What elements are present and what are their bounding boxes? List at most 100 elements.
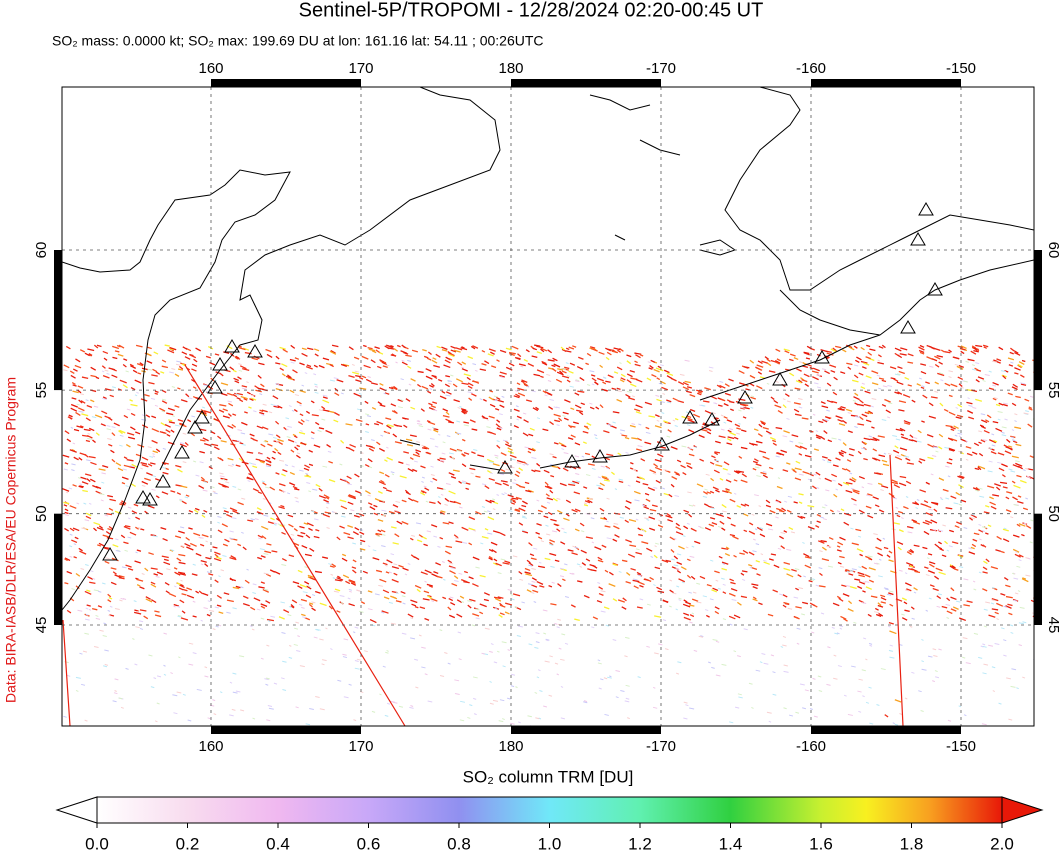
pixel: [613, 522, 619, 525]
pixel: [827, 458, 832, 462]
pixel: [967, 410, 974, 414]
pixel: [365, 490, 371, 495]
pixel: [740, 503, 746, 507]
pixel: [318, 487, 323, 492]
pixel: [480, 542, 484, 545]
pixel: [767, 613, 774, 617]
pixel: [814, 382, 819, 385]
pixel: [561, 527, 565, 530]
pixel: [512, 593, 521, 597]
pixel: [596, 377, 604, 382]
pixel: [193, 460, 197, 463]
pixel: [899, 353, 907, 356]
pixel: [529, 553, 535, 557]
pixel: [594, 546, 602, 551]
pixel: [395, 361, 398, 364]
pixel: [635, 548, 640, 551]
pixel: [334, 588, 341, 592]
pixel: [80, 400, 86, 404]
pixel: [802, 470, 810, 475]
pixel: [367, 545, 371, 548]
pixel: [232, 691, 238, 694]
pixel: [111, 374, 118, 379]
pixel: [685, 601, 692, 605]
pixel: [186, 587, 193, 591]
pixel: [152, 535, 158, 538]
pixel: [410, 378, 416, 382]
pixel: [722, 583, 726, 586]
pixel: [619, 516, 624, 519]
pixel: [1010, 361, 1014, 364]
pixel: [510, 498, 516, 502]
pixel: [554, 622, 558, 625]
pixel: [141, 464, 149, 468]
pixel: [430, 383, 435, 387]
pixel: [928, 508, 933, 511]
pixel: [192, 563, 196, 566]
pixel: [798, 379, 803, 384]
pixel: [232, 413, 237, 416]
pixel: [957, 345, 964, 349]
pixel: [676, 553, 682, 556]
pixel: [388, 571, 392, 574]
pixel: [305, 366, 313, 370]
pixel: [987, 485, 995, 489]
pixel: [880, 601, 886, 604]
pixel: [114, 607, 120, 610]
pixel: [604, 713, 609, 716]
pixel: [393, 572, 398, 576]
pixel: [1018, 465, 1024, 470]
pixel: [519, 485, 526, 489]
pixel: [802, 542, 805, 544]
pixel: [773, 399, 779, 404]
pixel: [232, 485, 237, 488]
pixel: [607, 374, 614, 379]
pixel: [520, 365, 524, 368]
pixel: [308, 490, 312, 493]
pixel: [969, 517, 974, 521]
pixel: [848, 346, 855, 351]
pixel: [826, 545, 832, 548]
pixel: [721, 510, 727, 513]
pixel: [469, 598, 476, 602]
frame-bar: [511, 79, 661, 87]
pixel: [537, 509, 543, 513]
pixel: [1014, 367, 1021, 371]
pixel: [495, 456, 499, 459]
pixel: [904, 697, 908, 700]
pixel: [846, 344, 853, 349]
pixel: [925, 512, 933, 517]
pixel: [406, 444, 414, 447]
colorbar-tick-label: 2.0: [990, 834, 1014, 853]
pixel: [381, 610, 389, 614]
pixel: [79, 550, 87, 555]
pixel: [699, 575, 706, 580]
pixel: [427, 421, 436, 426]
pixel: [393, 563, 398, 566]
pixel: [295, 500, 300, 503]
pixel: [766, 711, 772, 714]
pixel: [527, 583, 533, 586]
pixel: [358, 392, 362, 395]
pixel: [457, 406, 461, 409]
pixel: [948, 458, 953, 461]
pixel: [492, 562, 498, 566]
pixel: [691, 545, 695, 548]
pixel: [590, 517, 595, 520]
pixel: [749, 359, 755, 364]
pixel: [837, 483, 843, 487]
pixel: [925, 481, 930, 485]
pixel: [555, 378, 563, 383]
pixel: [685, 704, 689, 707]
pixel: [607, 424, 613, 427]
pixel: [786, 417, 790, 420]
pixel: [117, 388, 122, 391]
pixel: [65, 491, 69, 494]
frame-bar: [211, 726, 361, 734]
pixel: [385, 430, 389, 433]
pixel: [275, 434, 281, 439]
pixel: [128, 436, 136, 440]
pixel: [562, 578, 566, 582]
pixel: [107, 599, 112, 603]
pixel: [288, 656, 293, 659]
